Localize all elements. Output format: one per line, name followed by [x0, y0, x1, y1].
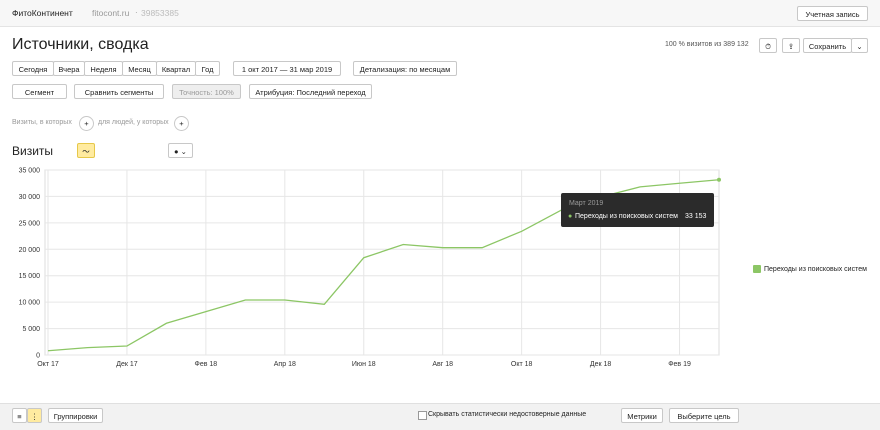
- y-tick-label: 10 000: [19, 300, 41, 307]
- x-tick-label: Июн 18: [352, 361, 376, 368]
- goal-button[interactable]: Выберите цель: [669, 408, 739, 423]
- x-tick-label: Авг 18: [432, 361, 453, 368]
- y-tick-label: 0: [36, 353, 40, 360]
- page-title: Источники, сводка: [12, 36, 149, 53]
- history-button[interactable]: ⏱: [759, 38, 777, 53]
- account-button[interactable]: Учетная запись: [797, 6, 868, 21]
- period-button[interactable]: Год: [195, 61, 220, 76]
- x-tick-label: Дек 18: [590, 361, 612, 368]
- export-button[interactable]: ⇪: [782, 38, 800, 53]
- y-tick-label: 15 000: [19, 273, 41, 280]
- compare-button[interactable]: Сравнить сегменты: [74, 84, 164, 99]
- view-tree[interactable]: ⋮: [27, 408, 42, 423]
- chart-options[interactable]: ● ⌄: [168, 143, 193, 158]
- y-tick-label: 35 000: [19, 168, 41, 175]
- y-tick-label: 5 000: [22, 326, 40, 333]
- legend-label[interactable]: Переходы из поисковых систем: [764, 266, 867, 273]
- hide-checkbox[interactable]: [418, 411, 427, 420]
- date-range[interactable]: 1 окт 2017 — 31 мар 2019: [233, 61, 341, 76]
- metrics-button[interactable]: Метрики: [621, 408, 663, 423]
- x-tick-label: Фев 18: [195, 361, 218, 368]
- add-visit-condition[interactable]: +: [79, 116, 94, 131]
- tooltip-series: Переходы из поисковых систем: [575, 213, 678, 220]
- tooltip-bullet: ●: [568, 213, 573, 220]
- hide-unreliable[interactable]: Скрывать статистически недостоверные дан…: [428, 411, 587, 418]
- separator: ·: [135, 8, 138, 17]
- legend-checkbox[interactable]: [753, 265, 761, 273]
- account-name[interactable]: ФитоКонтинент: [12, 8, 73, 18]
- chart-type-line[interactable]: 〜: [77, 143, 95, 158]
- x-tick-label: Окт 18: [511, 361, 533, 368]
- attribution-button[interactable]: Атрибуция: Последний переход: [249, 84, 372, 99]
- x-tick-label: Дек 17: [116, 361, 138, 368]
- site: fitocont.ru: [92, 8, 130, 18]
- x-tick-label: Фев 19: [668, 361, 691, 368]
- counter-id: 39853385: [141, 8, 179, 18]
- sampling: 100 % визитов из 389 132: [665, 41, 749, 48]
- detail-select[interactable]: Детализация: по месяцам: [353, 61, 457, 76]
- save-menu[interactable]: ⌄: [851, 38, 868, 53]
- tooltip-value: 33 153: [685, 213, 707, 220]
- y-tick-label: 20 000: [19, 247, 41, 254]
- people-condition: для людей, у которых: [98, 119, 169, 126]
- tooltip: [561, 193, 714, 227]
- tooltip-title: Март 2019: [569, 200, 604, 207]
- segment-button[interactable]: Сегмент: [12, 84, 67, 99]
- groupings-button[interactable]: Группировки: [48, 408, 103, 423]
- point: [717, 177, 721, 182]
- add-people-condition[interactable]: +: [174, 116, 189, 131]
- view-list[interactable]: ≡: [12, 408, 27, 423]
- y-tick-label: 25 000: [19, 220, 41, 227]
- top-bar: [0, 0, 880, 27]
- accuracy-button: Точность: 100%: [172, 84, 241, 99]
- chart: 0 5 000 10 000 15 000 20 000 25 000 30 000 35 0…: [19, 168, 721, 368]
- x-tick-label: Окт 17: [37, 361, 59, 368]
- y-tick-label: 30 000: [19, 194, 41, 201]
- x-tick-label: Апр 18: [274, 361, 296, 368]
- metric-label: Визиты: [12, 144, 54, 158]
- visits-condition: Визиты, в которых: [12, 119, 72, 126]
- period-button[interactable]: Сегодня: [12, 61, 54, 76]
